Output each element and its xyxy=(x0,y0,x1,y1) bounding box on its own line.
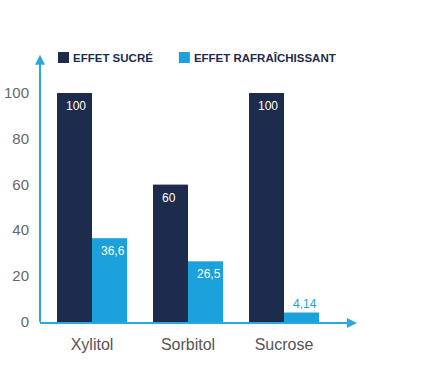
y-tick-label: 60 xyxy=(12,176,29,193)
bar xyxy=(249,93,284,322)
bar xyxy=(284,313,319,322)
legend-swatch xyxy=(179,52,190,63)
data-labels: 100 36,6 60 26,5 100 4,14 xyxy=(66,99,317,311)
bar xyxy=(188,261,223,322)
data-label: 4,14 xyxy=(293,297,317,311)
bar xyxy=(57,93,92,322)
data-label: 26,5 xyxy=(197,267,221,281)
category-label: Sorbitol xyxy=(161,336,215,353)
y-axis-arrow xyxy=(35,55,45,65)
data-label: 100 xyxy=(66,99,86,113)
data-label: 60 xyxy=(162,191,176,205)
legend-label: EFFET SUCRÉ xyxy=(73,52,153,64)
y-tick-label: 0 xyxy=(21,313,29,330)
x-axis xyxy=(40,322,350,324)
category-label: Xylitol xyxy=(71,336,114,353)
y-tick-label: 100 xyxy=(4,84,29,101)
chart-container: 0 20 40 60 80 100 100 36,6 60 26,5 100 4,14 Xylitol S… xyxy=(0,0,443,375)
legend-label: EFFET RAFRAÎCHISSANT xyxy=(194,52,336,64)
bars xyxy=(57,93,319,322)
y-tick-label: 20 xyxy=(12,267,29,284)
x-axis-arrow xyxy=(347,318,357,328)
y-tick-label: 80 xyxy=(12,130,29,147)
y-axis xyxy=(39,61,41,322)
category-label: Sucrose xyxy=(255,336,314,353)
data-label: 36,6 xyxy=(101,244,125,258)
bar xyxy=(153,185,188,322)
legend-swatch xyxy=(58,52,69,63)
bar xyxy=(92,238,127,322)
data-label: 100 xyxy=(258,99,278,113)
chart: 0 20 40 60 80 100 100 36,6 60 26,5 100 4,14 Xylitol S… xyxy=(0,0,443,375)
y-tick-label: 40 xyxy=(12,221,29,238)
